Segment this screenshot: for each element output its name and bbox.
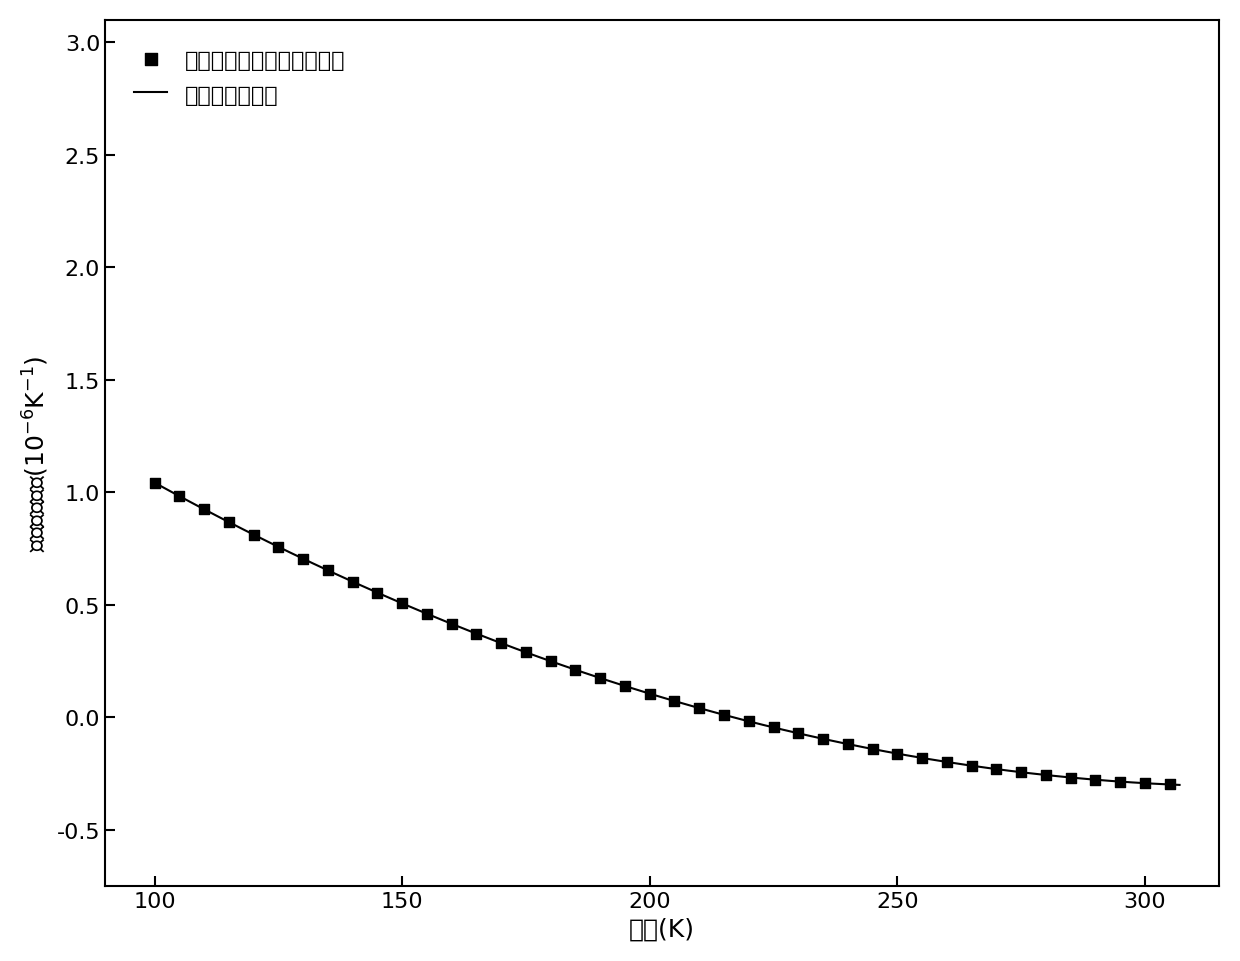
硅线膨胀系数文献报道数据 (342, 575, 362, 590)
Y-axis label: 銅线膨胀系数(10$^{-6}$K$^{-1}$): 銅线膨胀系数(10$^{-6}$K$^{-1}$) (21, 356, 51, 552)
硅线膨胀系数文献报道数据 (541, 653, 560, 669)
硅线膨胀系数文献报道数据 (739, 714, 759, 729)
硅线膨胀系数文献报道数据 (789, 726, 808, 741)
硅线膨胀系数文献报道数据 (913, 751, 932, 766)
多项式拟合曲线 (634, 685, 649, 697)
硅线膨胀系数文献报道数据 (813, 731, 833, 747)
硅线膨胀系数文献报道数据 (764, 720, 784, 735)
硅线膨胀系数文献报道数据 (195, 502, 215, 517)
多项式拟合曲线 (1172, 779, 1187, 791)
多项式拟合曲线 (148, 478, 162, 489)
Line: 多项式拟合曲线: 多项式拟合曲线 (155, 483, 1179, 785)
硅线膨胀系数文献报道数据 (714, 707, 734, 723)
硅线膨胀系数文献报道数据 (268, 539, 288, 554)
硅线膨胀系数文献报道数据 (244, 528, 264, 543)
多项式拟合曲线 (1147, 778, 1162, 790)
硅线膨胀系数文献报道数据 (219, 515, 239, 530)
硅线膨胀系数文献报道数据 (615, 678, 635, 694)
硅线膨胀系数文献报道数据 (1135, 776, 1154, 791)
硅线膨胀系数文献报道数据 (863, 742, 883, 757)
硅线膨胀系数文献报道数据 (640, 686, 660, 702)
硅线膨胀系数文献报道数据 (888, 746, 908, 761)
硅线膨胀系数文献报道数据 (1159, 777, 1179, 793)
硅线膨胀系数文献报道数据 (317, 563, 337, 579)
硅线膨胀系数文献报道数据 (1110, 775, 1130, 790)
多项式拟合曲线 (758, 720, 773, 731)
硅线膨胀系数文献报道数据 (1035, 768, 1055, 783)
硅线膨胀系数文献报道数据 (293, 552, 312, 567)
硅线膨胀系数文献报道数据 (392, 596, 412, 611)
硅线膨胀系数文献报道数据 (565, 662, 585, 678)
硅线膨胀系数文献报道数据 (441, 617, 461, 632)
硅线膨胀系数文献报道数据 (962, 758, 982, 774)
硅线膨胀系数文献报道数据 (937, 754, 957, 770)
硅线膨胀系数文献报道数据 (145, 476, 165, 491)
硅线膨胀系数文献报道数据 (170, 489, 190, 505)
硅线膨胀系数文献报道数据 (516, 645, 536, 660)
硅线膨胀系数文献报道数据 (1060, 770, 1080, 785)
硅线膨胀系数文献报道数据 (417, 606, 436, 622)
硅线膨胀系数文献报道数据 (466, 627, 486, 642)
硅线膨胀系数文献报道数据 (1085, 773, 1105, 788)
Legend: 硅线膨胀系数文献报道数据, 多项式拟合曲线: 硅线膨胀系数文献报道数据, 多项式拟合曲线 (117, 32, 363, 124)
硅线膨胀系数文献报道数据 (665, 694, 684, 709)
硅线膨胀系数文献报道数据 (491, 636, 511, 652)
硅线膨胀系数文献报道数据 (838, 736, 858, 752)
硅线膨胀系数文献报道数据 (689, 701, 709, 716)
X-axis label: 温度(K): 温度(K) (629, 916, 696, 940)
硅线膨胀系数文献报道数据 (590, 671, 610, 686)
硅线膨胀系数文献报道数据 (367, 585, 387, 601)
硅线膨胀系数文献报道数据 (1011, 765, 1030, 780)
多项式拟合曲线 (987, 763, 1002, 775)
硅线膨胀系数文献报道数据 (987, 762, 1007, 777)
多项式拟合曲线 (640, 687, 655, 699)
多项式拟合曲线 (702, 705, 717, 717)
